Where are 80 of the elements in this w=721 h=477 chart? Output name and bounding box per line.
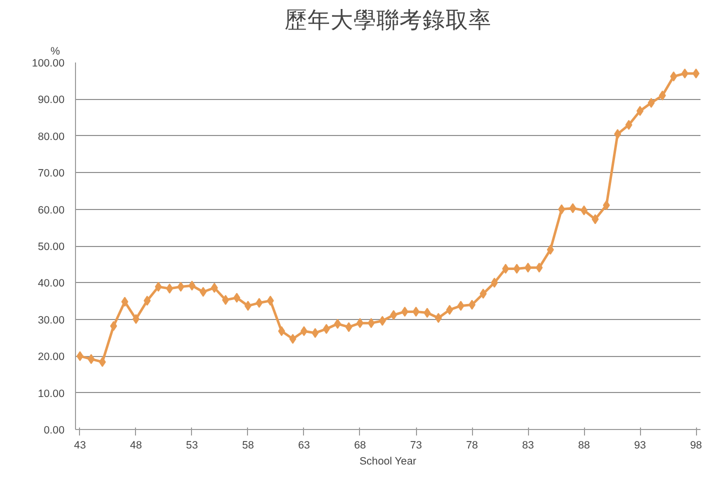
point — [480, 288, 487, 299]
point — [524, 262, 532, 273]
point — [378, 316, 386, 326]
point — [513, 264, 520, 274]
point — [76, 351, 84, 362]
point — [166, 284, 174, 294]
point — [625, 120, 632, 130]
point — [658, 90, 666, 101]
point — [334, 318, 342, 329]
point — [132, 314, 140, 324]
point — [569, 203, 576, 214]
x-tick-label: 88 — [578, 440, 590, 452]
point — [670, 71, 678, 82]
x-tick-label: 53 — [186, 440, 198, 452]
point — [681, 68, 688, 79]
point — [322, 324, 330, 334]
point — [648, 98, 655, 108]
point — [177, 282, 184, 292]
y-tick-label: 100.00 — [32, 58, 65, 70]
x-axis-title: School Year — [359, 456, 417, 468]
y-tick-label: 80.00 — [38, 130, 65, 143]
point — [312, 328, 319, 338]
point — [602, 200, 610, 210]
point — [222, 294, 230, 305]
point — [580, 205, 588, 216]
x-tick-label: 43 — [74, 440, 86, 452]
point — [266, 296, 274, 306]
y-tick-label: 60.00 — [38, 204, 65, 216]
point — [592, 214, 599, 224]
x-tick-label: 83 — [522, 440, 534, 452]
point — [636, 106, 644, 116]
point — [446, 304, 454, 315]
x-tick-label: 78 — [466, 440, 478, 452]
point — [278, 326, 286, 336]
point — [244, 300, 252, 311]
point — [546, 244, 554, 255]
point — [468, 300, 476, 310]
point — [88, 354, 95, 364]
x-tick-label: 98 — [690, 440, 702, 452]
x-tick-label: 93 — [634, 440, 646, 452]
point — [490, 278, 498, 288]
point — [121, 296, 128, 307]
point — [200, 286, 207, 297]
x-tick-label: 63 — [298, 440, 310, 452]
point — [300, 326, 308, 336]
y-tick-label: 30.00 — [38, 314, 65, 326]
point — [536, 262, 543, 273]
point — [502, 264, 510, 274]
y-tick-label: 10.00 — [38, 388, 65, 400]
point — [692, 68, 700, 79]
point — [401, 306, 408, 317]
y-tick-label: 0.00 — [44, 424, 65, 436]
point — [154, 282, 162, 292]
point — [434, 312, 442, 323]
y-tick-label: 20.00 — [38, 351, 65, 364]
x-tick-label: 73 — [410, 440, 422, 452]
point — [233, 292, 240, 303]
y-tick-label: 50.00 — [38, 241, 65, 253]
x-tick-label: 48 — [130, 440, 142, 452]
point — [210, 282, 218, 293]
point — [188, 280, 196, 291]
y-axis-title: % — [50, 46, 60, 58]
point — [345, 322, 352, 332]
x-tick-label: 58 — [242, 440, 254, 452]
x-tick-label: 68 — [354, 440, 366, 452]
point — [98, 356, 106, 367]
point — [390, 310, 398, 320]
point — [424, 308, 431, 318]
point — [289, 334, 296, 344]
point — [457, 300, 464, 311]
chart-title: 歷年大學聯考錄取率 — [284, 8, 492, 34]
point — [368, 318, 375, 328]
point — [110, 321, 118, 332]
y-tick-label: 70.00 — [38, 168, 65, 180]
point — [614, 129, 622, 140]
point — [144, 296, 151, 306]
y-tick-label: 90.00 — [38, 94, 65, 106]
point — [558, 204, 566, 214]
point — [256, 298, 263, 308]
y-tick-label: 40.00 — [38, 278, 65, 290]
